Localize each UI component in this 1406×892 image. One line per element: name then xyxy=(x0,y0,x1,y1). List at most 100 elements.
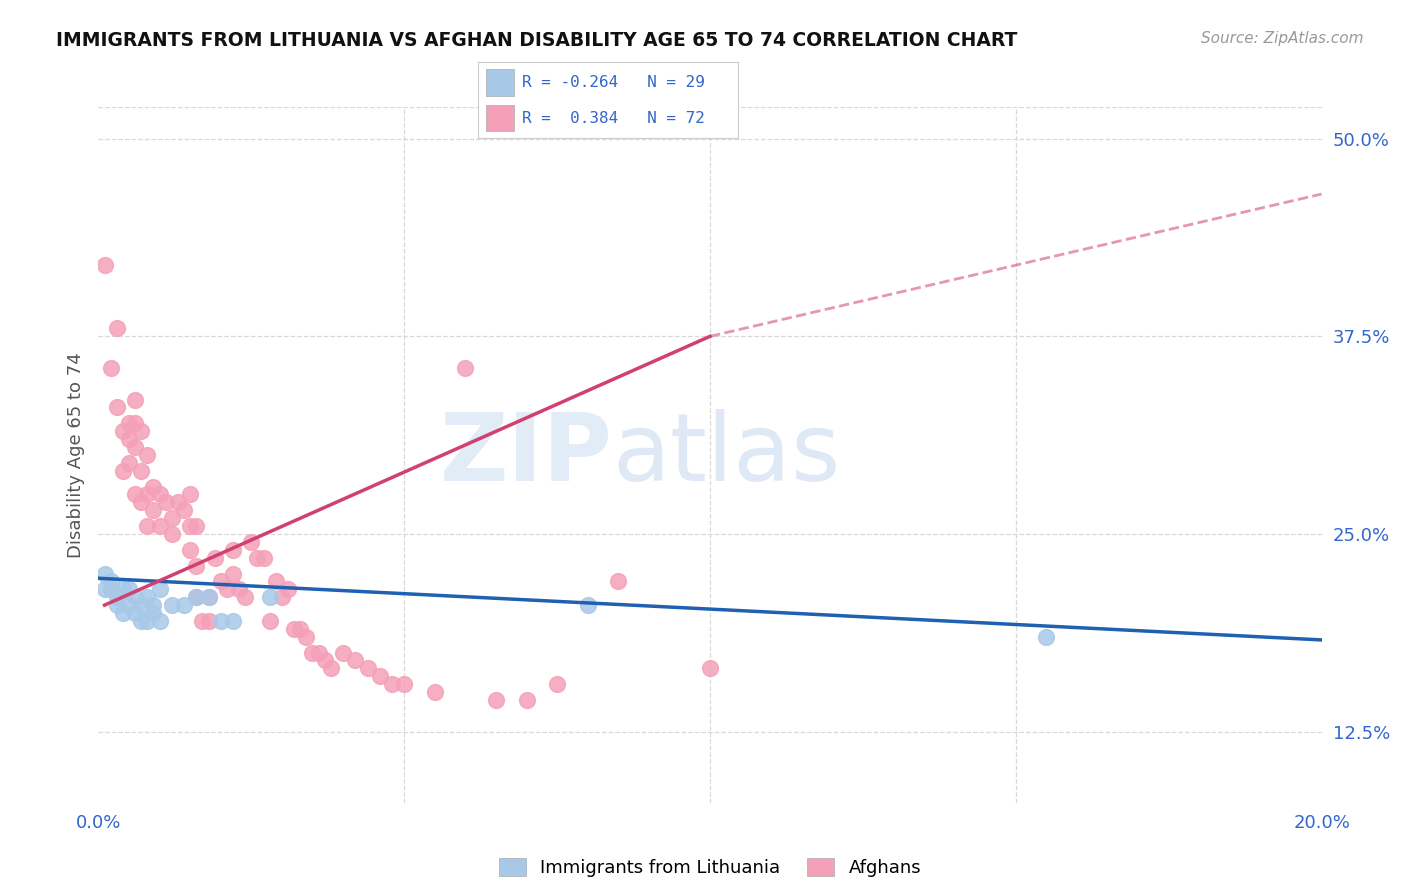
Point xyxy=(259,591,281,605)
Point xyxy=(179,542,201,557)
Point xyxy=(136,614,159,628)
Point xyxy=(209,614,232,628)
Point xyxy=(259,614,281,628)
Point xyxy=(118,417,141,431)
Point xyxy=(124,591,146,605)
Point xyxy=(118,582,141,597)
Point xyxy=(124,487,146,501)
Point xyxy=(197,591,219,605)
Point xyxy=(576,598,599,612)
Point xyxy=(124,606,146,620)
Point xyxy=(155,495,177,509)
Point xyxy=(381,677,404,691)
Point xyxy=(308,646,330,660)
Y-axis label: Disability Age 65 to 74: Disability Age 65 to 74 xyxy=(66,352,84,558)
Point xyxy=(344,653,367,667)
Point xyxy=(314,653,336,667)
Point xyxy=(93,258,115,272)
Point xyxy=(105,321,128,335)
Point xyxy=(191,614,214,628)
Point xyxy=(240,534,263,549)
Point xyxy=(222,566,245,581)
Point xyxy=(186,591,208,605)
Point xyxy=(129,614,152,628)
Point xyxy=(699,661,721,675)
Point xyxy=(179,519,201,533)
Point xyxy=(197,614,219,628)
Point xyxy=(105,401,128,415)
Point xyxy=(100,361,122,376)
Point xyxy=(607,574,630,589)
Point xyxy=(93,582,115,597)
Point xyxy=(149,614,172,628)
Point xyxy=(100,574,122,589)
Text: atlas: atlas xyxy=(612,409,841,501)
Point xyxy=(246,550,269,565)
Text: Source: ZipAtlas.com: Source: ZipAtlas.com xyxy=(1201,31,1364,46)
Point xyxy=(142,606,165,620)
Point xyxy=(93,566,115,581)
Point xyxy=(111,424,134,438)
Text: ZIP: ZIP xyxy=(439,409,612,501)
Point xyxy=(105,598,128,612)
Point xyxy=(111,606,134,620)
Point xyxy=(149,582,172,597)
Point xyxy=(186,558,208,573)
Point xyxy=(485,693,508,707)
Point xyxy=(204,550,226,565)
Point xyxy=(111,582,134,597)
Point xyxy=(129,424,152,438)
Point xyxy=(136,519,159,533)
Point xyxy=(301,646,323,660)
Point xyxy=(167,495,190,509)
Point xyxy=(1035,630,1057,644)
Point xyxy=(270,591,292,605)
Point xyxy=(233,591,256,605)
Point xyxy=(105,591,128,605)
Point xyxy=(179,487,201,501)
Point xyxy=(111,464,134,478)
Bar xyxy=(486,105,515,131)
Point xyxy=(100,582,122,597)
Point xyxy=(215,582,238,597)
Point xyxy=(368,669,391,683)
Point xyxy=(129,598,152,612)
Point xyxy=(392,677,416,691)
Point xyxy=(124,440,146,454)
Point xyxy=(136,487,159,501)
Text: R =  0.384   N = 72: R = 0.384 N = 72 xyxy=(522,111,706,126)
Point xyxy=(160,511,183,525)
Point xyxy=(277,582,299,597)
Bar xyxy=(486,70,515,95)
Point xyxy=(142,503,165,517)
Point xyxy=(546,677,568,691)
Point xyxy=(118,432,141,446)
Point xyxy=(209,574,232,589)
Point xyxy=(118,598,141,612)
Point xyxy=(283,622,305,636)
Text: IMMIGRANTS FROM LITHUANIA VS AFGHAN DISABILITY AGE 65 TO 74 CORRELATION CHART: IMMIGRANTS FROM LITHUANIA VS AFGHAN DISA… xyxy=(56,31,1018,50)
Point xyxy=(423,685,446,699)
Point xyxy=(319,661,342,675)
Point xyxy=(142,479,165,493)
Point xyxy=(129,464,152,478)
Point xyxy=(252,550,274,565)
Point xyxy=(136,591,159,605)
Point xyxy=(290,622,312,636)
Point xyxy=(124,392,146,407)
Text: R = -0.264   N = 29: R = -0.264 N = 29 xyxy=(522,75,706,90)
Point xyxy=(186,591,208,605)
Point xyxy=(222,542,245,557)
Point xyxy=(222,614,245,628)
Point xyxy=(295,630,318,644)
Point xyxy=(454,361,477,376)
Point xyxy=(149,519,172,533)
Point xyxy=(129,495,152,509)
Point xyxy=(186,519,208,533)
Point xyxy=(197,591,219,605)
Point xyxy=(142,598,165,612)
Point xyxy=(118,456,141,470)
Point xyxy=(136,448,159,462)
Point xyxy=(149,487,172,501)
Point xyxy=(124,417,146,431)
